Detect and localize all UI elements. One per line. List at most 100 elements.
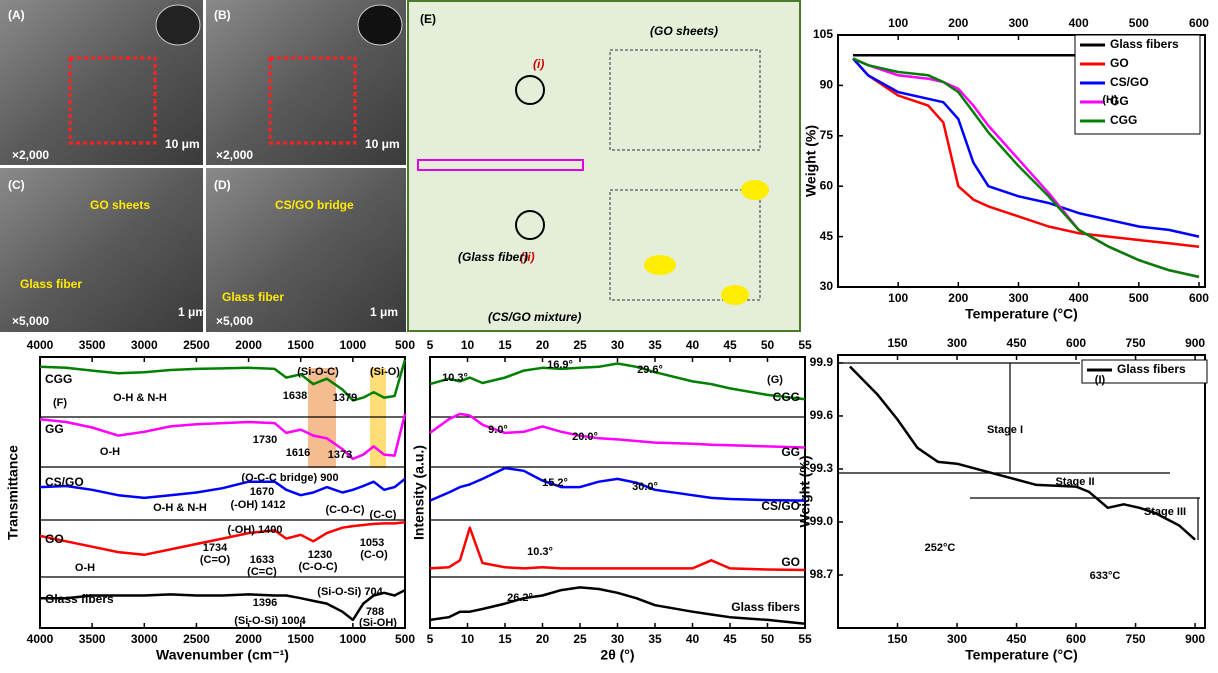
- plot-frame: [838, 355, 1205, 628]
- x-tick-label-top: 55: [798, 338, 812, 352]
- series-name: CGG: [773, 390, 800, 404]
- x-tick-label-top: 150: [887, 336, 907, 350]
- annotation: 30.0°: [632, 481, 658, 493]
- annotation: O-H: [100, 446, 120, 458]
- y-tick-label: 90: [820, 78, 834, 92]
- annotation: (-OH) 1412: [230, 499, 285, 511]
- annotation: (C=O): [200, 554, 231, 566]
- annotation: 9.0°: [488, 424, 508, 436]
- annotation: 1734: [203, 542, 228, 554]
- y-tick-label: 98.7: [810, 567, 834, 581]
- legend-label: Glass fibers: [1117, 362, 1186, 376]
- annotation: 1633: [250, 554, 274, 566]
- scale-bar: 1 μm: [370, 305, 398, 319]
- magnification: ×2,000: [12, 148, 49, 162]
- x-tick-label: 2000: [235, 632, 262, 646]
- data-line: [430, 414, 805, 448]
- x-tick-label-top: 20: [536, 338, 550, 352]
- y-tick-label: 45: [820, 229, 834, 243]
- annotation: (C-O-C): [298, 561, 337, 573]
- annotation: 1373: [328, 449, 352, 461]
- annotation: 1670: [250, 486, 274, 498]
- annotation: 252°C: [925, 542, 956, 554]
- x-tick-label: 55: [798, 632, 812, 646]
- annotation: 633°C: [1090, 570, 1121, 582]
- x-tick-label-top: 1000: [340, 338, 367, 352]
- x-tick-label-top: 30: [611, 338, 625, 352]
- annotation: (C=C): [247, 566, 277, 578]
- note: CS/GO bridge: [275, 198, 354, 212]
- annotation: 1053: [360, 537, 384, 549]
- note: Glass fiber: [222, 290, 284, 304]
- data-line: [430, 468, 805, 501]
- plot-frame: [430, 357, 805, 628]
- annotation: 10.3°: [442, 372, 468, 384]
- x-tick-label-top: 600: [1189, 16, 1209, 30]
- annotation: (Si-O-Si) 704: [317, 586, 383, 598]
- x-tick-label-top: 25: [573, 338, 587, 352]
- x-tick-label-top: 300: [1008, 16, 1028, 30]
- legend-label: CS/GO: [1110, 75, 1149, 89]
- annotation: 1638: [283, 390, 307, 402]
- annotation: (C-C): [370, 509, 397, 521]
- x-tick-label: 30: [611, 632, 625, 646]
- inset: [358, 5, 402, 45]
- x-tick-label: 1000: [340, 632, 367, 646]
- x-tick-label-top: 1500: [287, 338, 314, 352]
- x-tick-label: 900: [1185, 632, 1205, 646]
- annotation: 1396: [253, 597, 277, 609]
- figure: (A) (B) (C) (D) ×2,000 ×2,000 ×5,000 ×5,…: [0, 0, 1218, 668]
- annotation: (Si-OH): [359, 617, 397, 629]
- scheme-text: (CS/GO mixture): [488, 310, 581, 324]
- annotation: (Si-O): [370, 366, 400, 378]
- x-tick-label-top: 750: [1126, 336, 1146, 350]
- annotation: O-H: [75, 562, 95, 574]
- annotation: (G): [767, 374, 783, 386]
- series-name: GG: [45, 422, 64, 436]
- x-tick-label: 100: [888, 291, 908, 305]
- annotation: 29.6°: [637, 364, 663, 376]
- annotation: 1730: [253, 434, 277, 446]
- x-tick-label-top: 5: [427, 338, 434, 352]
- data-line: [40, 479, 405, 498]
- x-tick-label-top: 900: [1185, 336, 1205, 350]
- x-tick-label: 35: [648, 632, 662, 646]
- x-tick-label-top: 600: [1066, 336, 1086, 350]
- sem-images: (A) (B) (C) (D) ×2,000 ×2,000 ×5,000 ×5,…: [0, 0, 406, 332]
- annotation: (H): [1102, 94, 1118, 106]
- x-tick-label-top: 3500: [79, 338, 106, 352]
- highlight: [644, 255, 676, 275]
- annotation: 26.2°: [507, 592, 533, 604]
- scale-bar: 10 μm: [165, 137, 200, 151]
- x-axis-label: 2θ (°): [600, 647, 634, 663]
- series-name: GO: [781, 555, 800, 569]
- x-tick-label: 1500: [287, 632, 314, 646]
- annotation: 16.9°: [547, 359, 573, 371]
- x-tick-label: 2500: [183, 632, 210, 646]
- data-line: [430, 364, 805, 400]
- inset: [156, 5, 200, 45]
- annotation: (C-O): [360, 549, 388, 561]
- y-tick-label: 60: [820, 178, 834, 192]
- series-name: Glass fibers: [731, 600, 800, 614]
- legend-label: Glass fibers: [1110, 37, 1179, 51]
- x-tick-label: 40: [686, 632, 700, 646]
- note: Glass fiber: [20, 277, 82, 291]
- sem-c: [0, 168, 203, 332]
- series-name: CGG: [45, 372, 72, 386]
- y-tick-label: 99.6: [810, 408, 834, 422]
- x-tick-label: 3000: [131, 632, 158, 646]
- y-tick-label: 99.0: [810, 514, 834, 528]
- y-axis-label: Intensity (a.u.): [411, 445, 427, 540]
- scale-bar: 1 μm: [178, 305, 206, 319]
- annotation: (-OH) 1400: [227, 524, 282, 536]
- magnification: ×5,000: [12, 314, 49, 328]
- annotation: (Si-O-C): [297, 366, 339, 378]
- y-axis-label: Weight (%): [803, 125, 819, 197]
- series-name: CS/GO: [761, 499, 800, 513]
- annotation: 1379: [333, 392, 357, 404]
- y-tick-label: 99.9: [810, 355, 834, 369]
- legend-label: CGG: [1110, 113, 1137, 127]
- highlight: [721, 285, 749, 305]
- x-tick-label: 20: [536, 632, 550, 646]
